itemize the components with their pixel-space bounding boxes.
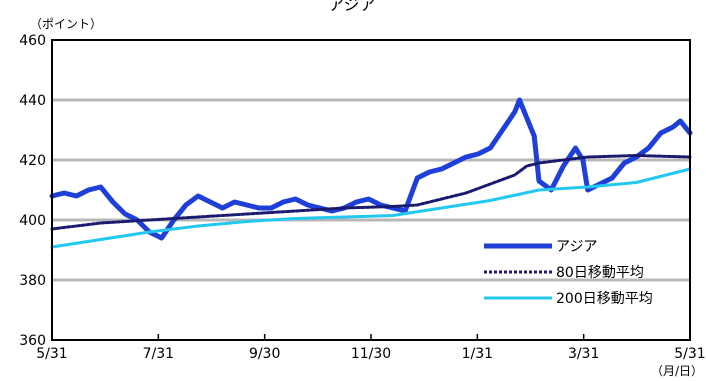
x-tick-label-1: 7/31: [143, 346, 174, 362]
x-tick-label-4: 1/31: [462, 346, 493, 362]
x-tick-labels: 5/31 7/31 9/30 11/30 1/31 3/31 5/31: [36, 334, 706, 362]
plot-area-border: [51, 39, 691, 341]
chart-title: アジア: [328, 0, 375, 14]
y-tick-label-1: 380: [19, 273, 46, 289]
x-tick-label-5: 3/31: [568, 346, 599, 362]
legend-label-1: 80日移動平均: [556, 265, 644, 281]
legend: アジア 80日移動平均 200日移動平均: [484, 239, 653, 307]
series-lines: [49, 97, 693, 249]
y-tick-label-0: 360: [19, 333, 46, 349]
y-tick-label-5: 460: [19, 33, 46, 49]
legend-label-0: アジア: [556, 239, 597, 255]
x-tick-label-6: 5/31: [674, 346, 705, 362]
series-line-1: [50, 154, 692, 231]
x-tick-label-0: 5/31: [36, 346, 67, 362]
y-tick-labels: 360 380 400 420 440 460: [19, 33, 46, 349]
legend-label-2: 200日移動平均: [556, 291, 653, 307]
x-axis-label: （月/日）: [651, 364, 703, 378]
x-tick-label-2: 9/30: [249, 346, 280, 362]
y-tick-label-3: 420: [19, 153, 46, 169]
x-tick-label-3: 11/30: [351, 346, 391, 362]
y-tick-label-4: 440: [19, 93, 46, 109]
y-axis-label: （ポイント）: [30, 17, 102, 31]
y-tick-label-2: 400: [19, 213, 46, 229]
series-line-2: [50, 167, 692, 249]
